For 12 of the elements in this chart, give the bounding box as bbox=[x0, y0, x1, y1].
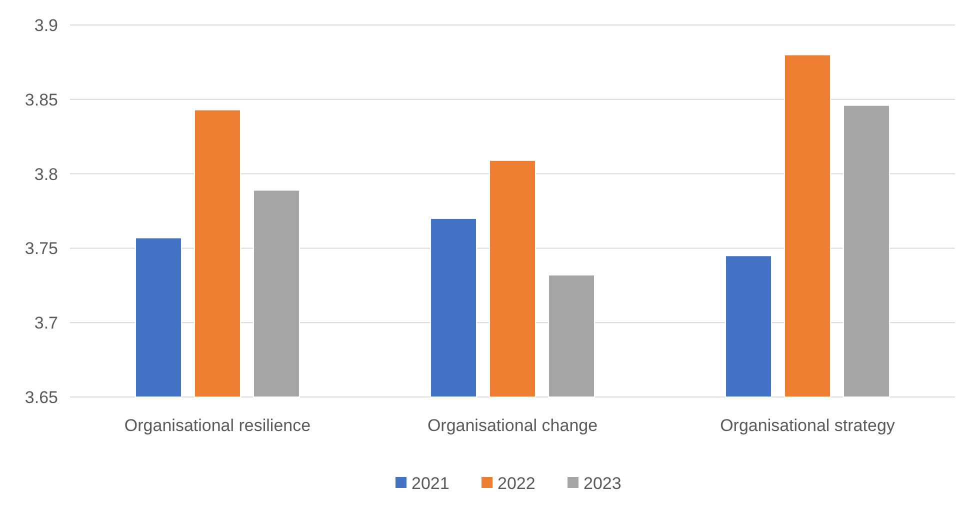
legend-label: 2021 bbox=[412, 474, 450, 493]
legend-label: 2022 bbox=[498, 474, 536, 493]
x-tick-label: Organisational change bbox=[427, 416, 598, 435]
x-tick-label: Organisational strategy bbox=[720, 416, 896, 435]
y-tick-label: 3.75 bbox=[24, 239, 58, 258]
x-tick-label: Organisational resilience bbox=[124, 416, 311, 435]
y-tick-label: 3.85 bbox=[24, 90, 58, 110]
y-tick-label: 3.7 bbox=[34, 314, 58, 333]
y-tick-label: 3.65 bbox=[24, 388, 58, 407]
y-tick-label: 3.9 bbox=[34, 16, 58, 35]
y-tick-label: 3.8 bbox=[34, 164, 58, 184]
legend-label: 2023 bbox=[584, 474, 622, 493]
